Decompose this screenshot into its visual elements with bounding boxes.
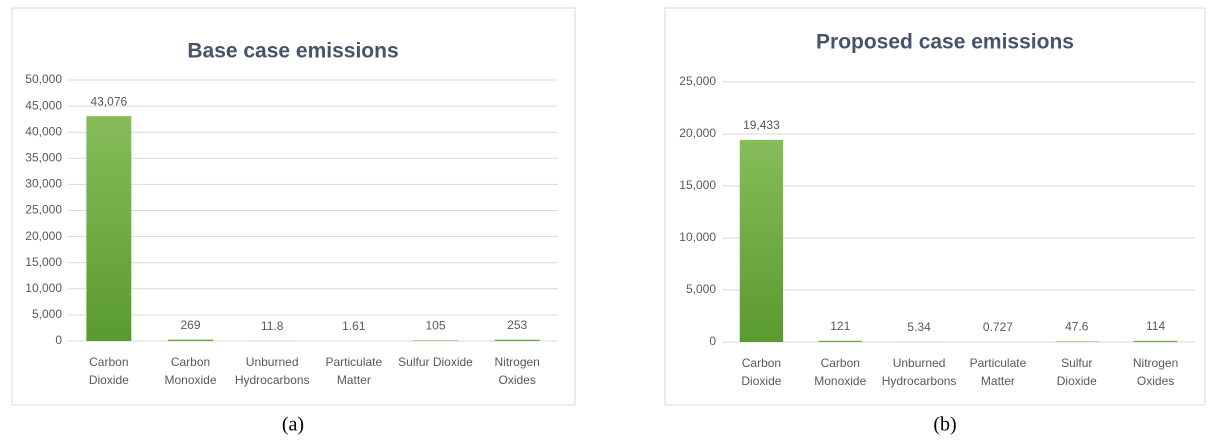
x-tick-label: Unburned Hydrocarbons — [235, 355, 310, 387]
x-tick-label: Carbon Monoxide — [814, 356, 866, 388]
data-label: 5.34 — [907, 320, 931, 334]
bar — [739, 139, 784, 342]
x-tick-label: Particulate Matter — [970, 356, 1027, 388]
x-tick-label: Carbon Monoxide — [164, 355, 216, 387]
data-label: 43,076 — [90, 94, 127, 108]
x-tick-label: Nitrogen Oxides — [1133, 356, 1178, 388]
data-label: 114 — [1146, 319, 1165, 333]
data-label: 121 — [830, 319, 850, 333]
bar — [818, 340, 862, 342]
y-tick-label: 50,000 — [25, 72, 62, 86]
y-tick-label: 20,000 — [25, 229, 62, 243]
y-tick-label: 25,000 — [25, 203, 62, 217]
x-tick-label: Unburned Hydrocarbons — [882, 356, 957, 388]
x-tick-label: Nitrogen Oxides — [494, 355, 539, 387]
data-label: 47.6 — [1065, 320, 1089, 334]
x-tick-label: Sulfur Dioxide — [1057, 356, 1097, 388]
bar — [86, 116, 132, 341]
data-label: 19,433 — [743, 118, 780, 132]
bar — [413, 340, 458, 341]
x-tick-label: Carbon Dioxide — [89, 355, 129, 387]
caption: (b) — [933, 414, 956, 436]
y-tick-label: 25,000 — [679, 74, 716, 88]
data-label: 11.8 — [261, 319, 284, 333]
y-tick-label: 35,000 — [25, 150, 62, 164]
data-label: 1.61 — [342, 319, 366, 333]
data-label: 0.727 — [983, 320, 1013, 334]
x-tick-label: Sulfur Dioxide — [398, 355, 473, 369]
bar — [168, 339, 213, 341]
bar — [494, 339, 540, 341]
y-tick-label: 15,000 — [25, 255, 62, 269]
bar — [1133, 340, 1178, 342]
y-tick-label: 20,000 — [679, 126, 716, 140]
y-tick-label: 10,000 — [679, 230, 716, 244]
y-tick-label: 5,000 — [686, 282, 716, 296]
data-label: 269 — [180, 318, 200, 332]
y-tick-label: 0 — [55, 333, 62, 347]
y-tick-label: 15,000 — [679, 178, 716, 192]
y-tick-label: 45,000 — [25, 98, 62, 112]
y-tick-label: 0 — [709, 334, 716, 348]
y-tick-label: 5,000 — [32, 307, 62, 321]
x-tick-label: Particulate Matter — [325, 355, 382, 387]
y-tick-label: 10,000 — [25, 281, 62, 295]
caption: (a) — [282, 414, 304, 436]
x-tick-label: Carbon Dioxide — [741, 356, 781, 388]
y-tick-label: 40,000 — [25, 124, 62, 138]
chart-title: Proposed case emissions — [816, 31, 1074, 54]
data-label: 253 — [507, 318, 527, 332]
chart-title: Base case emissions — [187, 40, 398, 63]
y-tick-label: 30,000 — [25, 177, 62, 191]
data-label: 105 — [425, 319, 445, 333]
